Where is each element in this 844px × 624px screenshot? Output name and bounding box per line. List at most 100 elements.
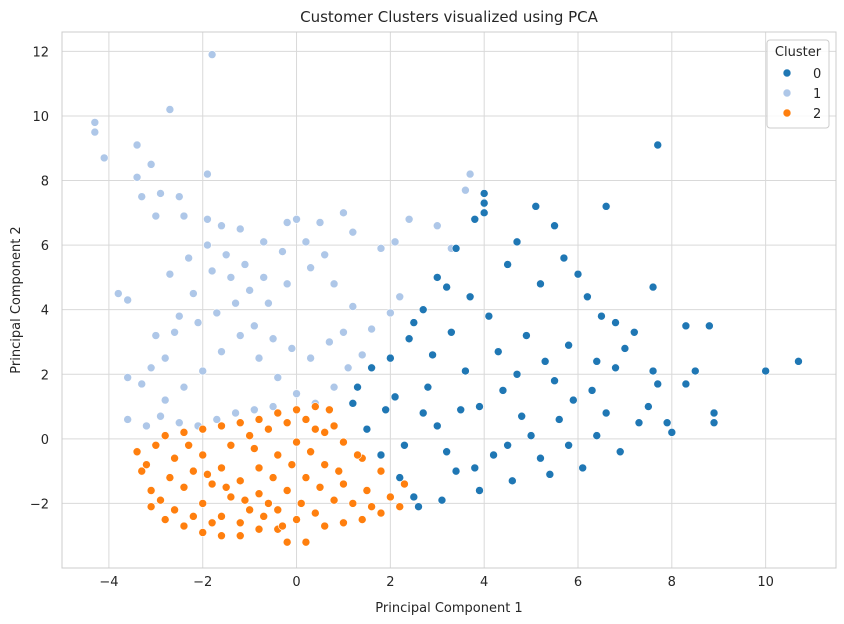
data-point-cluster-2: [235, 476, 245, 486]
data-point-cluster-2: [273, 450, 283, 460]
data-point-cluster-1: [268, 334, 278, 344]
data-point-cluster-2: [240, 495, 250, 505]
data-point-cluster-1: [245, 286, 254, 295]
data-point-cluster-2: [254, 489, 264, 499]
data-point-cluster-1: [142, 421, 151, 431]
data-point-cluster-2: [146, 486, 156, 495]
data-point-cluster-0: [611, 318, 620, 327]
data-point-cluster-0: [644, 402, 653, 411]
data-point-cluster-0: [418, 305, 428, 314]
data-point-cluster-1: [174, 192, 184, 201]
data-point-cluster-0: [348, 399, 358, 408]
data-point-cluster-1: [268, 402, 278, 411]
data-point-cluster-1: [193, 318, 203, 327]
data-point-cluster-2: [226, 492, 236, 502]
x-tick-label: 0: [292, 575, 300, 590]
data-point-cluster-1: [301, 237, 311, 247]
data-point-cluster-0: [381, 405, 390, 415]
x-tick-label: −2: [193, 575, 212, 590]
data-point-cluster-2: [235, 518, 245, 528]
data-point-cluster-1: [339, 327, 348, 337]
data-point-cluster-2: [311, 508, 320, 518]
data-point-cluster-1: [292, 214, 301, 224]
data-point-cluster-2: [198, 450, 208, 460]
data-point-cluster-1: [282, 279, 292, 289]
data-point-cluster-0: [615, 447, 625, 457]
data-point-cluster-1: [395, 292, 405, 302]
data-point-cluster-2: [254, 463, 264, 473]
data-point-cluster-2: [259, 512, 269, 521]
data-point-cluster-0: [601, 408, 611, 418]
y-tick-label: 4: [41, 304, 49, 319]
data-point-cluster-0: [554, 415, 564, 424]
data-point-cluster-2: [334, 466, 344, 476]
data-point-cluster-1: [231, 298, 240, 308]
data-point-cluster-2: [221, 482, 231, 492]
data-point-cluster-0: [451, 466, 461, 476]
data-point-cluster-2: [203, 470, 212, 479]
data-point-cluster-1: [221, 250, 231, 260]
y-tick-label: 2: [41, 368, 49, 383]
data-point-cluster-0: [489, 450, 498, 460]
data-point-cluster-0: [536, 453, 545, 463]
data-point-cluster-0: [428, 350, 437, 360]
data-point-cluster-0: [512, 237, 522, 247]
data-point-cluster-0: [442, 282, 451, 292]
data-point-cluster-0: [517, 411, 527, 421]
data-point-cluster-0: [587, 386, 597, 395]
data-point-cluster-1: [170, 327, 179, 337]
data-point-cluster-1: [287, 344, 297, 353]
data-point-cluster-1: [212, 308, 222, 318]
data-point-cluster-1: [137, 379, 147, 389]
data-point-cluster-0: [540, 357, 550, 366]
data-point-cluster-0: [484, 311, 494, 321]
data-point-cluster-0: [479, 189, 489, 198]
x-tick-label: 4: [480, 575, 488, 590]
data-point-cluster-0: [690, 366, 700, 376]
data-point-cluster-1: [151, 331, 161, 340]
data-point-cluster-1: [390, 237, 400, 247]
data-point-cluster-1: [348, 302, 358, 311]
data-point-cluster-2: [301, 473, 311, 482]
data-point-cluster-0: [709, 418, 719, 427]
data-point-cluster-1: [151, 211, 161, 221]
data-point-cluster-2: [245, 431, 254, 440]
data-point-cluster-0: [423, 382, 433, 392]
data-point-cluster-2: [311, 402, 320, 411]
y-axis-ticks: −2 0 2 4 6 8 10 12: [30, 45, 49, 512]
legend: Cluster 0 1 2: [766, 39, 830, 129]
data-point-cluster-0: [432, 273, 442, 282]
legend-title: Cluster: [775, 45, 822, 60]
data-point-cluster-1: [207, 266, 217, 276]
data-point-cluster-1: [226, 273, 236, 282]
data-point-cluster-0: [522, 331, 531, 340]
data-point-cluster-0: [479, 208, 489, 218]
data-point-cluster-2: [207, 518, 217, 528]
data-point-cluster-0: [395, 473, 405, 482]
data-point-cluster-0: [353, 382, 362, 392]
data-point-cluster-0: [653, 379, 663, 389]
data-point-cluster-1: [231, 408, 240, 418]
data-point-cluster-1: [165, 269, 175, 279]
data-point-cluster-2: [160, 515, 170, 524]
data-point-cluster-0: [794, 357, 803, 366]
data-point-cluster-0: [569, 395, 578, 405]
data-point-cluster-0: [648, 366, 658, 376]
data-point-cluster-0: [761, 366, 770, 376]
data-point-cluster-1: [329, 382, 339, 392]
x-tick-label: 10: [757, 575, 774, 590]
data-point-cluster-2: [353, 450, 362, 460]
data-point-cluster-2: [184, 441, 193, 450]
data-point-cluster-1: [404, 214, 414, 224]
data-point-cluster-1: [132, 173, 142, 182]
data-point-cluster-2: [325, 405, 334, 415]
data-point-cluster-0: [601, 202, 611, 211]
data-point-cluster-2: [362, 486, 372, 495]
legend-label-1: 1: [813, 87, 821, 102]
data-point-cluster-0: [503, 260, 512, 269]
data-point-cluster-2: [273, 408, 283, 418]
data-point-cluster-0: [390, 392, 400, 402]
data-point-cluster-0: [531, 202, 541, 211]
data-point-cluster-1: [320, 250, 329, 260]
data-point-cluster-2: [301, 415, 311, 424]
